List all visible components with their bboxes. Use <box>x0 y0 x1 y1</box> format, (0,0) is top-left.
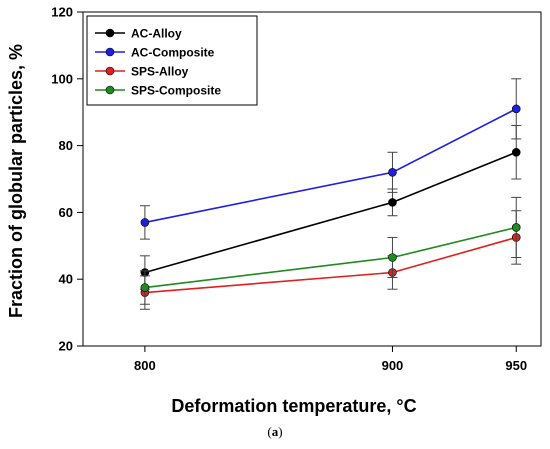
y-tick-label: 20 <box>59 339 73 354</box>
plot-frame <box>82 11 542 347</box>
y-tick-label: 60 <box>59 205 73 220</box>
series-sps-alloy <box>139 210 522 310</box>
line-chart: 20 40 60 80 100 120 800 900 950 AC-Alloy AC-Comp… <box>6 5 542 416</box>
caption-letter: a <box>271 424 279 439</box>
legend-label: AC-Composite <box>131 46 215 60</box>
legend: AC-Alloy AC-Composite SPS-Alloy SPS-Composi… <box>86 15 258 106</box>
legend-item: SPS-Alloy <box>95 65 189 79</box>
data-point <box>511 223 521 232</box>
legend-swatch-marker <box>105 47 115 57</box>
legend-label: SPS-Alloy <box>131 65 189 79</box>
data-point <box>140 218 150 227</box>
legend-item: AC-Alloy <box>95 27 182 41</box>
x-tick-label: 900 <box>382 358 404 373</box>
data-point <box>140 283 150 292</box>
x-tick-label: 950 <box>505 358 527 373</box>
y-axis-title: Fraction of globular particles, % <box>6 44 26 318</box>
data-point <box>388 253 397 262</box>
y-axis: 20 40 60 80 100 120 <box>51 5 83 354</box>
legend-swatch-marker <box>105 66 115 76</box>
legend-label: AC-Alloy <box>131 27 182 41</box>
caption-close: ) <box>278 424 283 439</box>
legend-label: SPS-Composite <box>131 84 221 98</box>
series-line <box>144 108 517 224</box>
data-point <box>511 104 521 114</box>
legend-item: AC-Composite <box>95 46 215 60</box>
y-tick-label: 40 <box>59 272 73 287</box>
data-point <box>388 198 397 207</box>
caption-open: ( <box>267 424 272 439</box>
series-ac-composite <box>139 78 522 240</box>
figure-caption: (a) <box>0 424 550 440</box>
data-point <box>388 168 397 177</box>
x-axis: 800 900 950 <box>134 346 527 373</box>
y-tick-label: 100 <box>51 71 73 86</box>
data-point <box>511 147 521 157</box>
y-tick-label: 80 <box>59 138 73 153</box>
x-tick-label: 800 <box>134 358 156 373</box>
x-axis-title-text: Deformation temperature, °C <box>171 396 416 416</box>
y-tick-label: 120 <box>51 5 73 20</box>
series-sps-composite <box>139 196 522 305</box>
legend-swatch-marker <box>105 85 115 95</box>
legend-item: SPS-Composite <box>95 84 221 98</box>
x-axis-title: Deformation temperature, °C <box>171 396 416 416</box>
series-line <box>144 151 517 274</box>
series-layer <box>139 78 522 310</box>
legend-swatch-marker <box>105 28 115 38</box>
